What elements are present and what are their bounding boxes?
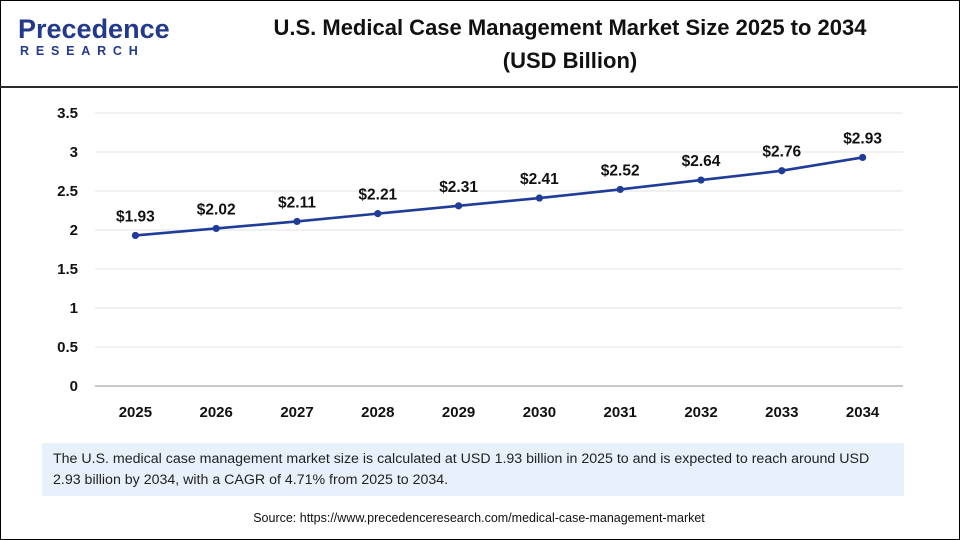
x-tick-label: 2033: [765, 404, 798, 421]
data-point: [859, 153, 867, 162]
data-point: [616, 185, 624, 194]
data-label: $2.52: [601, 162, 640, 179]
x-tick-label: 2031: [604, 404, 637, 421]
x-tick-label: 2027: [280, 404, 313, 421]
x-tick-label: 2029: [442, 404, 475, 421]
data-label: $2.31: [439, 179, 478, 196]
data-point: [697, 176, 705, 184]
x-tick-label: 2025: [119, 404, 152, 421]
data-label: $2.64: [682, 153, 721, 170]
data-point: [778, 167, 786, 175]
data-point: [455, 202, 463, 210]
y-tick-label: 3: [70, 144, 78, 161]
series-line: [135, 156, 863, 237]
y-tick-label: 3.5: [57, 105, 78, 122]
data-point: [374, 210, 382, 218]
data-label: $2.93: [843, 130, 882, 147]
y-tick-label: 2: [70, 222, 78, 239]
x-tick-label: 2032: [684, 404, 717, 421]
brand-sub: RESEARCH: [20, 44, 145, 58]
header: Precedence RESEARCH U.S. Medical Case Ma…: [0, 0, 958, 86]
y-tick-label: 2.5: [57, 183, 78, 200]
x-tick-label: 2034: [846, 404, 880, 421]
brand-logo: Precedence RESEARCH: [18, 14, 170, 64]
data-label: $2.11: [278, 194, 316, 211]
x-tick-label: 2028: [361, 404, 394, 421]
line-chart: 0 0.5 1 1.5 2 2.5 3 3.5 2025 2026 2027 2028 2029 2030…: [57, 105, 903, 421]
y-tick-label: 0: [70, 378, 78, 395]
data-label: $2.76: [762, 144, 801, 161]
title-line-2: (USD Billion): [502, 48, 638, 73]
data-point: [212, 224, 220, 233]
data-point: [293, 217, 301, 226]
data-label: $2.21: [358, 187, 397, 204]
y-tick-label: 1: [70, 300, 78, 317]
brand-name: Precedence: [18, 14, 170, 44]
x-tick-label: 2030: [523, 404, 556, 421]
y-tick-label: 0.5: [57, 339, 78, 356]
y-tick-label: 1.5: [57, 261, 78, 278]
chart-title: U.S. Medical Case Management Market Size…: [200, 11, 940, 77]
data-label: $2.41: [520, 171, 559, 188]
summary-note: The U.S. medical case management market …: [42, 443, 904, 496]
x-tick-label: 2026: [200, 404, 233, 421]
source-citation: Source: https://www.precedenceresearch.c…: [253, 511, 705, 525]
title-line-1: U.S. Medical Case Management Market Size…: [273, 15, 867, 40]
data-label: $1.93: [116, 208, 155, 225]
data-point: [535, 194, 544, 202]
data-label: $2.02: [197, 201, 236, 218]
data-point: [131, 231, 139, 240]
header-divider: [0, 86, 958, 88]
